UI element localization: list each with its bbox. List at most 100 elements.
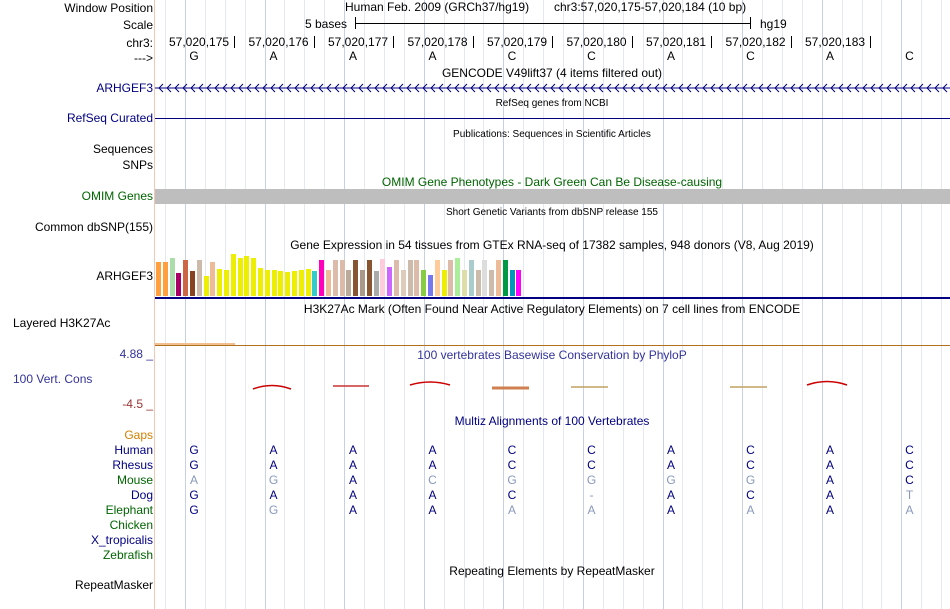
gtex-tissue-bar[interactable] [448,260,454,296]
gtex-tissue-bar[interactable] [468,260,474,296]
gaps-label[interactable]: Gaps [124,428,153,442]
gtex-label[interactable]: ARHGEF3 [96,269,153,283]
gtex-tissue-bar[interactable] [203,276,209,296]
gtex-tissue-bar[interactable] [414,260,420,296]
gencode-gene-arrows[interactable] [155,82,950,94]
gtex-tissue-bar[interactable] [394,260,399,296]
multiz-title[interactable]: Multiz Alignments of 100 Vertebrates [454,414,650,428]
gtex-tissue-bar[interactable] [230,254,236,296]
species-label[interactable]: Chicken [109,518,153,532]
strand-chevron [334,83,340,93]
gtex-tissue-bar[interactable] [258,268,263,296]
gtex-tissue-bar[interactable] [326,270,331,296]
refseq-gene-line[interactable] [155,118,950,119]
gtex-tissue-bar[interactable] [190,271,195,296]
h3k27-title[interactable]: H3K27Ac Mark (Often Found Near Active Re… [303,302,801,316]
coordinate-label: 57,020,181 [646,35,707,49]
gtex-tissue-bar[interactable] [380,259,386,296]
gtex-tissue-bar[interactable] [251,258,257,296]
gtex-tissue-bar[interactable] [482,260,488,296]
gtex-tissue-bar[interactable] [407,260,413,296]
gtex-tissue-bar[interactable] [434,260,440,296]
gtex-tissue-bar[interactable] [176,273,182,296]
gtex-tissue-bar[interactable] [244,256,250,296]
gtex-tissue-bar[interactable] [360,270,365,296]
cons-signal[interactable] [155,375,950,395]
gtex-tissue-bar[interactable] [496,260,501,296]
species-label[interactable]: Dog [130,488,153,502]
gtex-tissue-bar[interactable] [366,260,372,296]
omim-title[interactable]: OMIM Gene Phenotypes - Dark Green Can Be… [381,175,723,189]
gtex-tissue-bar[interactable] [489,270,495,296]
coordinate-tick [234,36,235,48]
base-guide-line [941,0,943,609]
omim-label[interactable]: OMIM Genes [81,189,153,203]
gtex-tissue-bar[interactable] [353,260,359,296]
chr-label: chr3: [126,36,153,50]
gtex-tissue-bar[interactable] [305,269,311,296]
h3k27-label[interactable]: Layered H3K27Ac [13,316,111,330]
pubs-title[interactable]: Publications: Sequences in Scientific Ar… [453,129,651,140]
species-label[interactable]: Mouse [116,473,153,487]
gtex-tissue-bar[interactable] [312,271,318,296]
gtex-tissue-bar[interactable] [210,262,216,296]
gtex-tissue-bar[interactable] [516,270,522,296]
gtex-tissue-bar[interactable] [373,271,379,296]
gtex-tissue-bar[interactable] [162,262,168,296]
strand-chevron [550,83,556,93]
dbsnp-title[interactable]: Short Genetic Variants from dbSNP releas… [446,207,658,218]
gtex-tissue-bar[interactable] [169,258,175,296]
gtex-tissue-bar[interactable] [298,270,304,296]
gtex-tissue-bar[interactable] [292,271,297,296]
dbsnp-label[interactable]: Common dbSNP(155) [34,220,153,234]
gtex-tissue-bar[interactable] [455,258,461,296]
gencode-gene-label[interactable]: ARHGEF3 [96,81,153,95]
gtex-tissue-bar[interactable] [428,275,433,296]
gtex-tissue-bar[interactable] [332,260,338,296]
gtex-tissue-bar[interactable] [319,260,325,296]
snps-label[interactable]: SNPs [122,158,153,172]
aligned-base: C [905,458,914,472]
gtex-tissue-bar[interactable] [387,267,393,296]
species-label[interactable]: Rhesus [112,458,153,472]
species-label[interactable]: Human [114,443,153,457]
strand-chevron [270,83,276,93]
gtex-tissue-bar[interactable] [217,269,223,296]
species-label[interactable]: Elephant [105,503,153,517]
gtex-tissue-bar[interactable] [400,270,406,296]
sequences-label[interactable]: Sequences [92,142,153,156]
coordinate-tick [552,36,553,48]
gtex-tissue-bar[interactable] [237,258,243,296]
gtex-tissue-bar[interactable] [475,270,481,296]
species-label[interactable]: Zebrafish [102,548,153,562]
gtex-tissue-bar[interactable] [196,260,202,296]
track-panel[interactable]: Human Feb. 2009 (GRCh37/hg19) chr3:57,02… [155,0,950,609]
gtex-tissue-bar[interactable] [441,270,447,296]
repeat-title[interactable]: Repeating Elements by RepeatMasker [449,564,655,578]
gtex-tissue-bar[interactable] [339,260,345,296]
gtex-title[interactable]: Gene Expression in 54 tissues from GTEx … [290,238,814,252]
gtex-tissue-bar[interactable] [271,270,277,296]
aligned-base: C [905,473,914,487]
strand-chevron [598,83,604,93]
refseq-label[interactable]: RefSeq Curated [66,111,153,125]
gtex-tissue-bar[interactable] [509,270,515,296]
repeatmasker-label[interactable]: RepeatMasker [74,578,153,592]
gtex-tissue-bar[interactable] [156,262,161,296]
species-label[interactable]: X_tropicalis [90,533,153,547]
gtex-tissue-bar[interactable] [224,270,229,296]
gtex-tissue-bar[interactable] [502,260,508,296]
gtex-tissue-bar[interactable] [264,270,270,296]
cons-label[interactable]: 100 Vert. Cons [13,372,93,386]
cons-title[interactable]: 100 vertebrates Basewise Conservation by… [417,348,687,362]
gtex-tissue-bar[interactable] [278,271,284,296]
gtex-tissue-bar[interactable] [183,260,189,296]
gtex-tissue-bar[interactable] [421,270,427,296]
gencode-title[interactable]: GENCODE V49lift37 (4 items filtered out) [441,66,663,80]
gtex-tissue-bar[interactable] [285,272,291,296]
gtex-tissue-bar[interactable] [462,270,467,296]
omim-phenotype-bar[interactable] [155,189,950,204]
refseq-title[interactable]: RefSeq genes from NCBI [495,98,609,109]
gtex-tissue-bar[interactable] [346,270,352,296]
gtex-expression-bars[interactable] [155,254,535,296]
